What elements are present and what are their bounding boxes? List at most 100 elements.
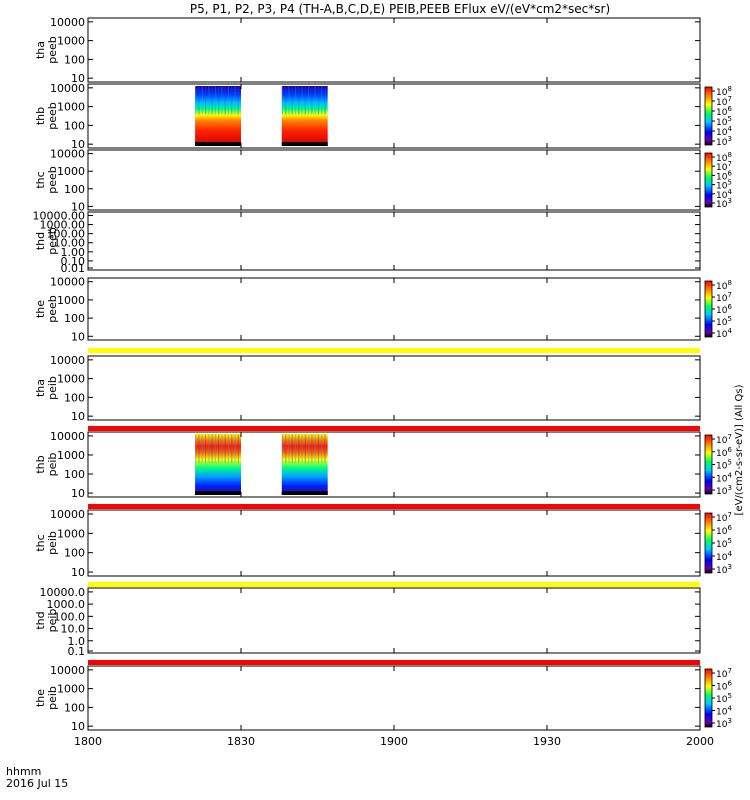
spectrogram-stripe — [198, 434, 200, 464]
panel-label: tha — [34, 379, 47, 397]
colorbar-tick-label: 108 — [716, 279, 732, 292]
colorbar-tick-label: 107 — [716, 95, 732, 108]
quality-flag-bar — [88, 660, 700, 665]
spectrogram-stripe — [308, 434, 310, 464]
spectrogram-stripe — [224, 434, 226, 464]
panel-label: peib — [46, 531, 59, 555]
spectrogram-stripe — [294, 434, 297, 464]
quality-flag-bar — [88, 504, 700, 509]
y-tick-label: 10.0 — [61, 623, 86, 636]
panel-label: tha — [34, 41, 47, 59]
y-tick-label: 1000 — [57, 165, 85, 178]
y-tick-label: 100 — [64, 547, 85, 560]
y-tick-label: 10000 — [50, 276, 85, 289]
panel-label: peib — [46, 376, 59, 400]
y-tick-label: 10 — [71, 410, 85, 423]
colorbar-tick-label: 107 — [716, 667, 732, 680]
y-tick-label: 1000 — [57, 35, 85, 48]
colorbar-tick-label: 103 — [716, 563, 732, 576]
spectrogram-block — [281, 434, 328, 495]
quality-flag-bar — [88, 348, 700, 353]
spectrogram-stripe — [237, 434, 239, 464]
y-tick-label: 1000.0 — [47, 598, 86, 611]
y-tick-label: 10000 — [50, 508, 85, 521]
x-tick-label: 1900 — [380, 735, 408, 748]
colorbar-tick-label: 104 — [716, 188, 732, 201]
figure-title: P5, P1, P2, P3, P4 (TH-A,B,C,D,E) PEIB,P… — [190, 2, 610, 16]
y-tick-label: 0.10 — [61, 255, 86, 268]
spectrogram-stripe — [204, 86, 207, 115]
spectrogram-stripe — [317, 86, 320, 115]
colorbar-tick-label: 104 — [716, 327, 732, 340]
colorbar-tick-label: 103 — [716, 484, 732, 497]
y-tick-label: 100 — [64, 391, 85, 404]
spectrogram-stripe — [301, 434, 303, 464]
panel-label: thd — [34, 232, 47, 250]
y-tick-label: 0.01 — [61, 262, 86, 275]
panel-tha-peib: 10000 1000 100 10 tha peib — [34, 354, 701, 431]
colorbar — [704, 668, 713, 728]
y-tick-label: 10 — [71, 200, 85, 213]
colorbar-tick-label: 106 — [716, 105, 732, 118]
spectrogram-stripe — [201, 434, 203, 464]
y-tick-label: 100.00 — [47, 228, 86, 241]
spectrogram-stripe — [311, 434, 313, 464]
spectrogram-stripe — [218, 434, 220, 464]
spectrogram-stripe — [234, 86, 236, 115]
colorbar-tick-label: 105 — [716, 179, 732, 192]
colorbar — [704, 280, 713, 338]
spectrogram-stripe — [211, 86, 213, 115]
spectrogram-floor — [195, 491, 241, 495]
colorbar-tick-label: 105 — [716, 537, 732, 550]
panel-frame — [87, 17, 701, 83]
spectrogram-stripe — [304, 86, 306, 115]
spectrogram-stripe — [204, 434, 207, 464]
y-tick-label: 10.00 — [54, 237, 86, 250]
colorbar-tick-label: 108 — [716, 151, 732, 164]
panel-frame — [87, 509, 701, 577]
spectrogram-stripe — [321, 434, 323, 464]
colorbar-tick-label: 107 — [716, 433, 732, 446]
colorbar-tick-label: 105 — [716, 115, 732, 128]
quality-flag-bar — [88, 426, 700, 431]
y-tick-label: 10 — [71, 138, 85, 151]
spectrogram-stripe — [314, 86, 316, 115]
panel-label: peib — [46, 686, 59, 710]
colorbar-tick-label: 105 — [716, 692, 732, 705]
spectrogram-stripe — [321, 86, 323, 115]
colorbar-tick-label: 103 — [716, 717, 732, 730]
y-tick-label: 100 — [64, 468, 85, 481]
panel-frame — [87, 211, 701, 271]
colorbar-tick-label: 106 — [716, 446, 732, 459]
colorbar-tick-label: 106 — [716, 303, 732, 316]
panel-label: peeb — [46, 102, 59, 130]
spectrogram-stripe — [237, 86, 239, 115]
spectrogram-stripe — [231, 86, 233, 115]
panel-frame — [87, 149, 701, 211]
y-tick-label: 1000 — [57, 294, 85, 307]
y-tick-label: 10000 — [50, 664, 85, 677]
spectrogram-stripe — [324, 86, 326, 115]
spectrogram-stripe — [221, 86, 223, 115]
y-tick-label: 10000 — [50, 148, 85, 161]
y-tick-label: 10000 — [50, 354, 85, 367]
y-tick-label: 10 — [71, 72, 85, 85]
spectrogram-stripe — [285, 434, 287, 464]
spectrogram-stripe — [281, 434, 283, 464]
y-tick-label: 10 — [71, 330, 85, 343]
spectrogram-stripe — [317, 434, 320, 464]
spectrogram-stripe — [198, 86, 200, 115]
panel-label: the — [34, 300, 47, 318]
colorbar-tick-label: 105 — [716, 459, 732, 472]
spectrogram-stripe — [211, 434, 213, 464]
spectrogram-stripe — [214, 86, 216, 115]
spectrogram-block — [195, 434, 241, 495]
spectrogram-stripe — [231, 434, 233, 464]
